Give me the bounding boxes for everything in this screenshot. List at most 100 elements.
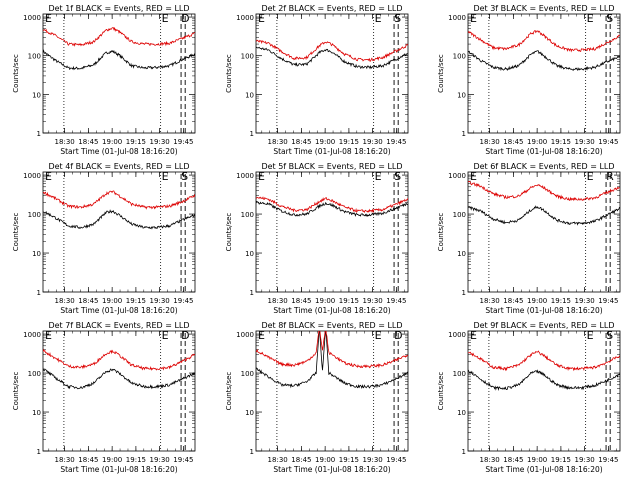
marker-label-e-end: E <box>587 12 594 25</box>
series-line-events <box>43 367 195 390</box>
y-tick-label: 1000 <box>448 331 466 339</box>
series-line-lld <box>43 190 195 210</box>
series-line-lld <box>468 350 620 372</box>
series-line-lld <box>256 39 408 62</box>
x-axis-label: Start Time (01-Jul-08 18:16:20) <box>273 306 390 315</box>
panel-title: Det 2f BLACK = Events, RED = LLD <box>261 4 402 13</box>
x-tick-label: 19:45 <box>386 138 406 146</box>
marker-label-e-start: E <box>45 170 52 183</box>
y-tick-label: 1 <box>250 289 254 297</box>
x-tick-label: 19:15 <box>126 456 146 464</box>
y-tick-label: 100 <box>28 53 41 61</box>
x-axis-label: Start Time (01-Jul-08 18:16:20) <box>485 147 602 156</box>
y-tick-label: 1000 <box>23 331 41 339</box>
x-tick-label: 19:45 <box>386 297 406 305</box>
plot-frame <box>42 171 196 293</box>
marker-label-flag: D <box>394 329 402 342</box>
x-tick-label: 18:45 <box>291 456 311 464</box>
panel-det-5: Det 5f BLACK = Events, RED = LLD 1 10 100 10… <box>225 162 409 315</box>
plot-frame <box>255 330 409 452</box>
y-tick-label: 100 <box>28 211 41 219</box>
marker-label-e-end: E <box>375 170 382 183</box>
marker-label-e-start: E <box>470 170 477 183</box>
panel-title: Det 3f BLACK = Events, RED = LLD <box>473 4 614 13</box>
marker-label-e-end: E <box>375 329 382 342</box>
x-tick-label: 18:30 <box>55 456 75 464</box>
x-tick-label: 19:30 <box>575 456 595 464</box>
x-tick-label: 18:30 <box>55 138 75 146</box>
series-line-events <box>256 331 408 389</box>
x-tick-label: 18:45 <box>503 456 523 464</box>
plot-frame <box>467 13 621 134</box>
y-tick-label: 10 <box>457 250 466 258</box>
series-line-events <box>468 205 620 226</box>
x-tick-label: 19:30 <box>150 297 170 305</box>
marker-label-e-end: E <box>162 12 169 25</box>
y-tick-label: 1 <box>250 130 254 138</box>
x-tick-label: 19:00 <box>102 456 122 464</box>
x-tick-label: 18:45 <box>503 297 523 305</box>
panel-det-8: Det 8f BLACK = Events, RED = LLD 1 10 100 10… <box>225 321 409 474</box>
y-tick-label: 100 <box>241 370 254 378</box>
y-axis-label: Counts/sec <box>437 372 445 411</box>
series-line-lld <box>43 348 195 371</box>
plot-area <box>43 190 195 230</box>
y-tick-label: 10 <box>32 250 41 258</box>
x-axis-label: Start Time (01-Jul-08 18:16:20) <box>485 465 602 474</box>
y-tick-label: 10 <box>245 91 254 99</box>
x-tick-label: 19:45 <box>598 138 618 146</box>
panel-title: Det 4f BLACK = Events, RED = LLD <box>48 162 189 171</box>
x-tick-label: 18:45 <box>78 138 98 146</box>
y-tick-label: 1000 <box>448 14 466 22</box>
x-tick-label: 19:00 <box>102 297 122 305</box>
marker-label-flag: S <box>606 12 613 25</box>
x-tick-label: 19:30 <box>150 138 170 146</box>
series-line-events <box>256 200 408 217</box>
y-tick-label: 1 <box>250 448 254 456</box>
plot-frame <box>255 171 409 293</box>
x-axis-label: Start Time (01-Jul-08 18:16:20) <box>273 465 390 474</box>
x-tick-label: 19:15 <box>551 138 571 146</box>
panel-title: Det 9f BLACK = Events, RED = LLD <box>473 321 614 330</box>
panel-det-7: Det 7f BLACK = Events, RED = LLD 1 10 100 10… <box>12 321 196 474</box>
marker-label-flag: S <box>394 12 401 25</box>
marker-label-e-end: E <box>587 329 594 342</box>
panel-det-9: Det 9f BLACK = Events, RED = LLD 1 10 100 10… <box>437 321 621 474</box>
series-line-events <box>43 209 195 230</box>
x-tick-label: 19:00 <box>315 456 335 464</box>
plot-area <box>43 26 195 71</box>
x-tick-label: 18:45 <box>503 138 523 146</box>
panel-title: Det 8f BLACK = Events, RED = LLD <box>261 321 402 330</box>
series-line-events <box>43 49 195 71</box>
panel-title: Det 6f BLACK = Events, RED = LLD <box>473 162 614 171</box>
marker-label-flag: S <box>394 170 401 183</box>
x-tick-label: 18:45 <box>78 456 98 464</box>
series-line-lld <box>468 180 620 202</box>
plot-area <box>468 350 620 392</box>
x-tick-label: 19:15 <box>551 456 571 464</box>
x-axis-label: Start Time (01-Jul-08 18:16:20) <box>60 147 177 156</box>
panel-det-3: Det 3f BLACK = Events, RED = LLD 1 10 100 10… <box>437 4 621 156</box>
x-tick-label: 19:15 <box>339 297 359 305</box>
y-tick-label: 10 <box>245 250 254 258</box>
y-axis-label: Counts/sec <box>12 372 20 411</box>
y-tick-label: 100 <box>241 211 254 219</box>
marker-label-flag: S <box>606 329 613 342</box>
marker-label-flag: D <box>181 329 189 342</box>
y-tick-label: 100 <box>241 53 254 61</box>
x-tick-label: 18:30 <box>55 297 75 305</box>
y-tick-label: 1000 <box>23 14 41 22</box>
x-axis-label: Start Time (01-Jul-08 18:16:20) <box>60 306 177 315</box>
x-tick-label: 19:15 <box>339 138 359 146</box>
x-tick-label: 19:00 <box>315 297 335 305</box>
x-tick-label: 18:30 <box>268 456 288 464</box>
y-axis-label: Counts/sec <box>437 213 445 252</box>
marker-label-e-start: E <box>470 329 477 342</box>
x-tick-label: 19:15 <box>126 297 146 305</box>
y-tick-label: 1 <box>462 448 466 456</box>
panel-det-4: Det 4f BLACK = Events, RED = LLD 1 10 100 10… <box>12 162 196 315</box>
y-tick-label: 1000 <box>236 14 254 22</box>
x-tick-label: 19:45 <box>173 456 193 464</box>
x-tick-label: 19:00 <box>527 456 547 464</box>
